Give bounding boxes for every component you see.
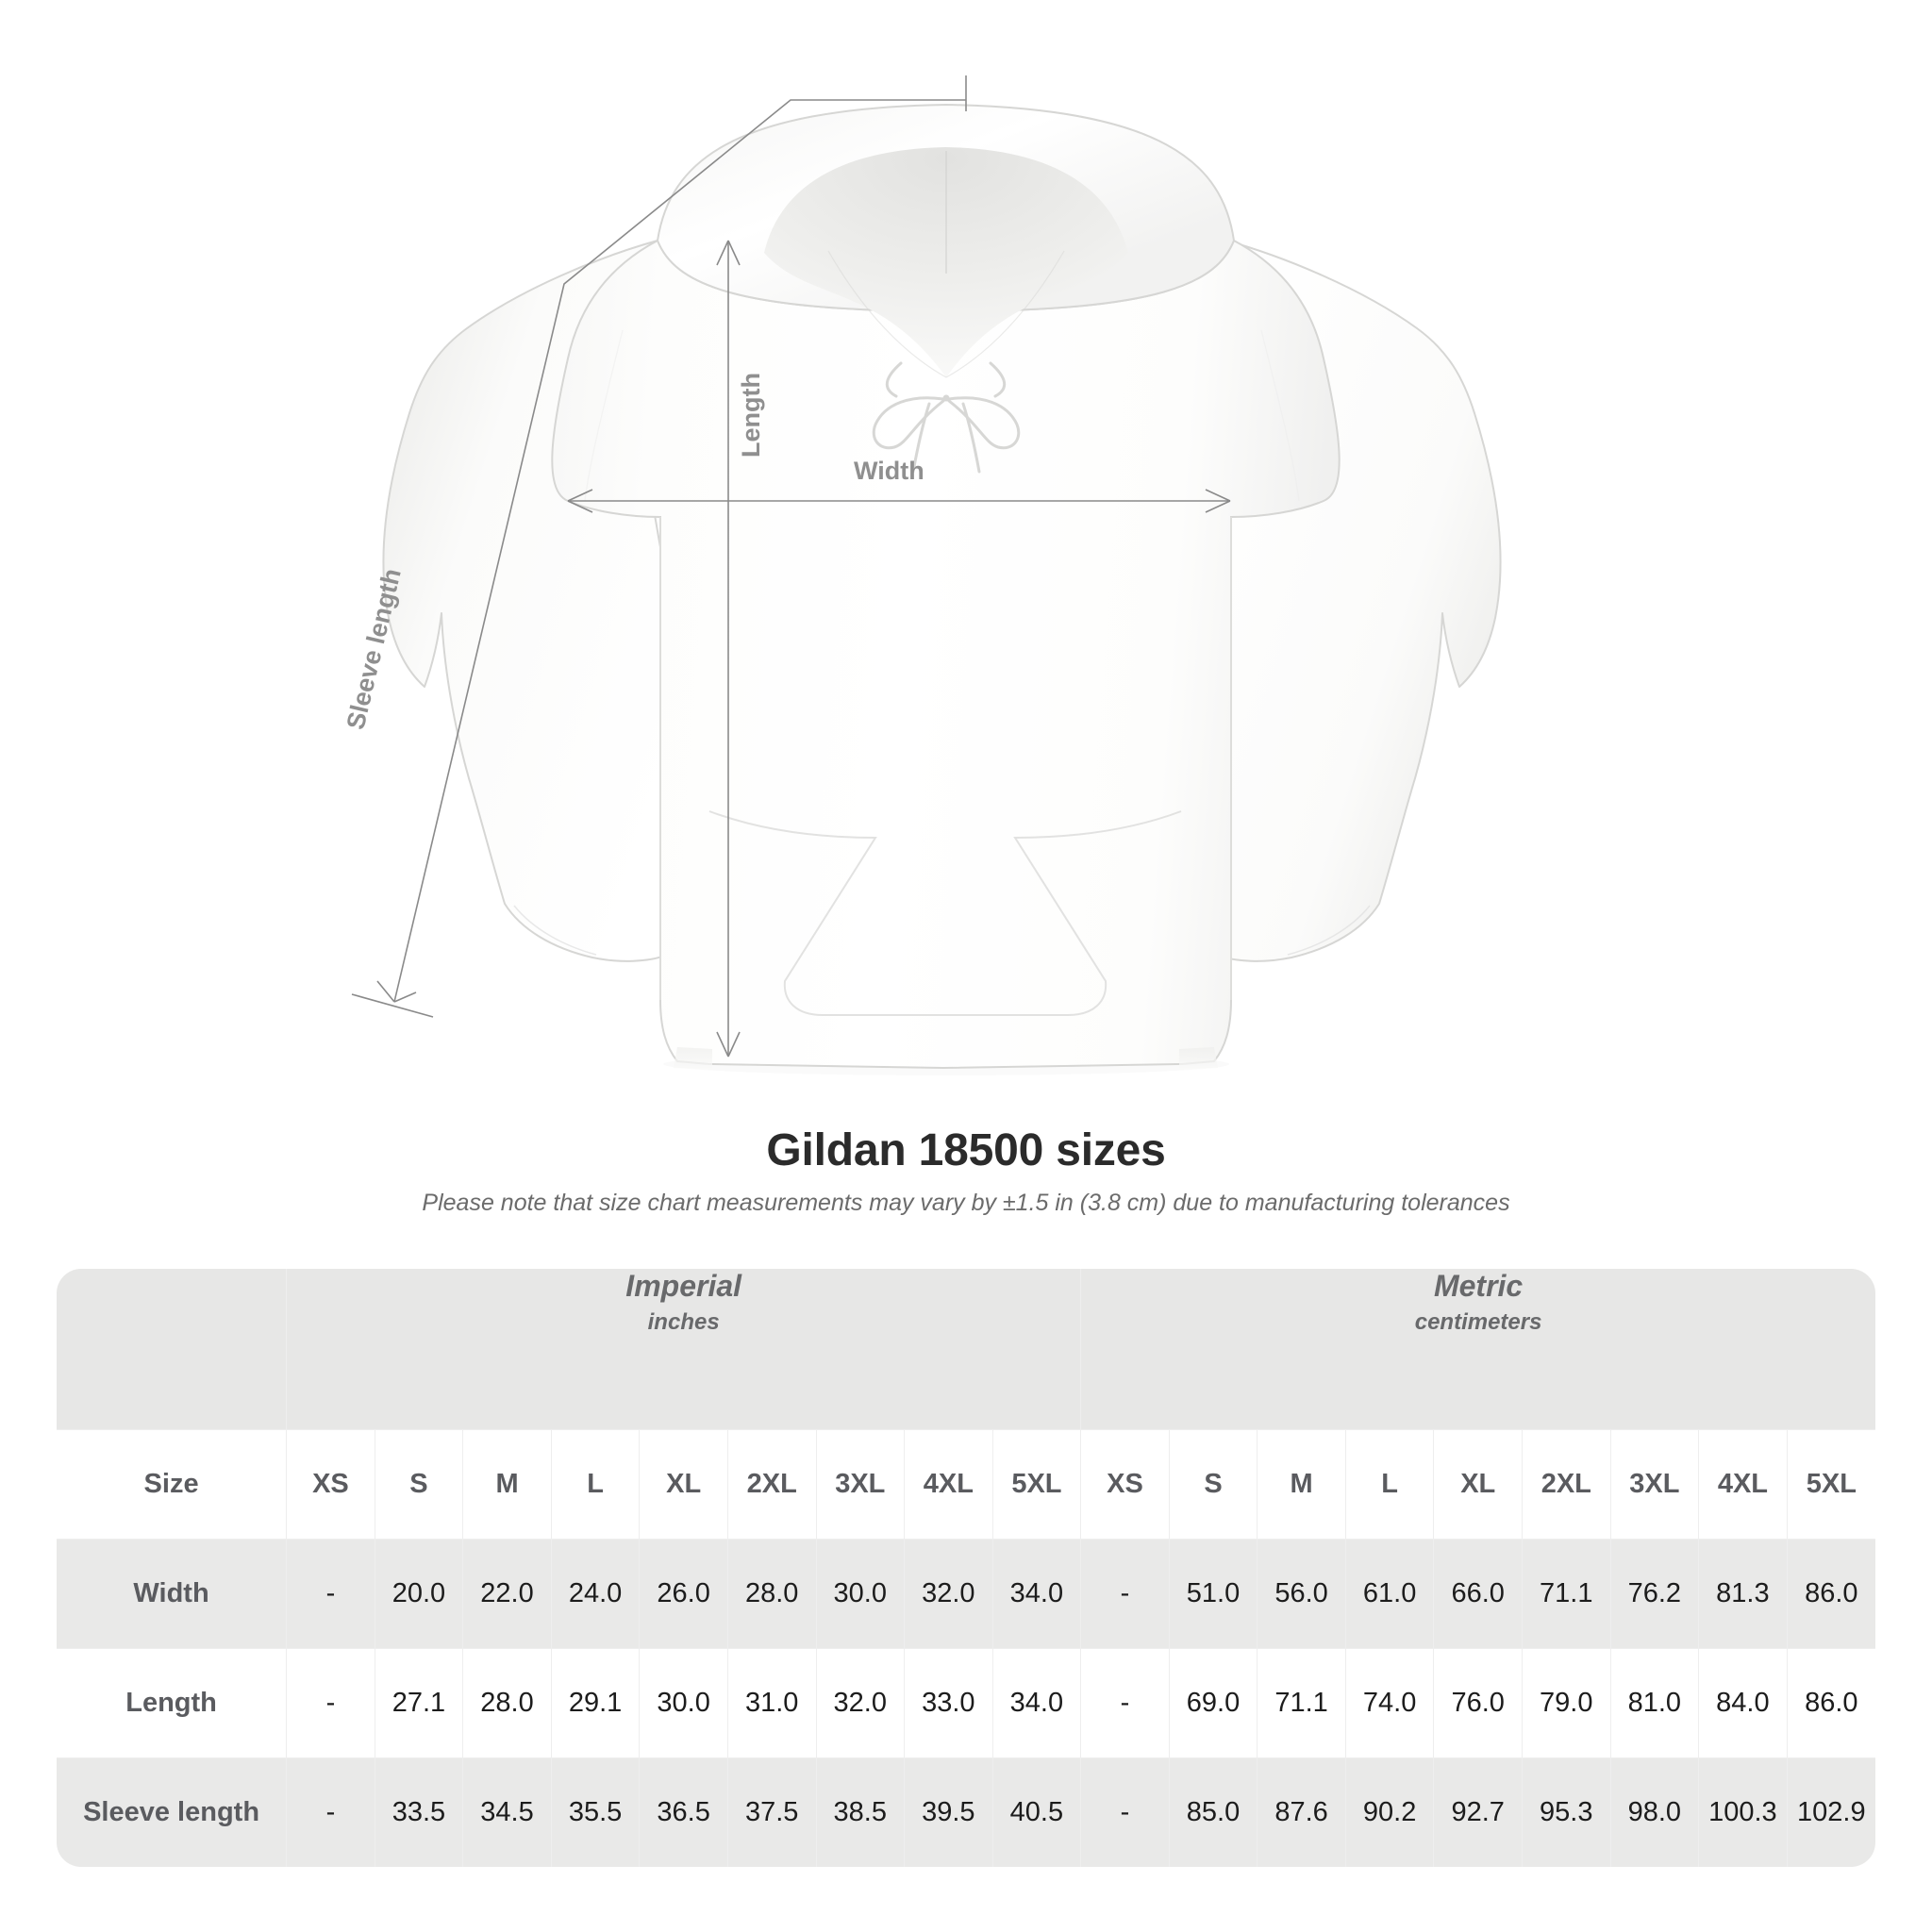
svg-text:Length: Length [737, 373, 765, 458]
svg-text:Sleeve length: Sleeve length [341, 566, 407, 732]
svg-text:Width: Width [854, 457, 924, 485]
